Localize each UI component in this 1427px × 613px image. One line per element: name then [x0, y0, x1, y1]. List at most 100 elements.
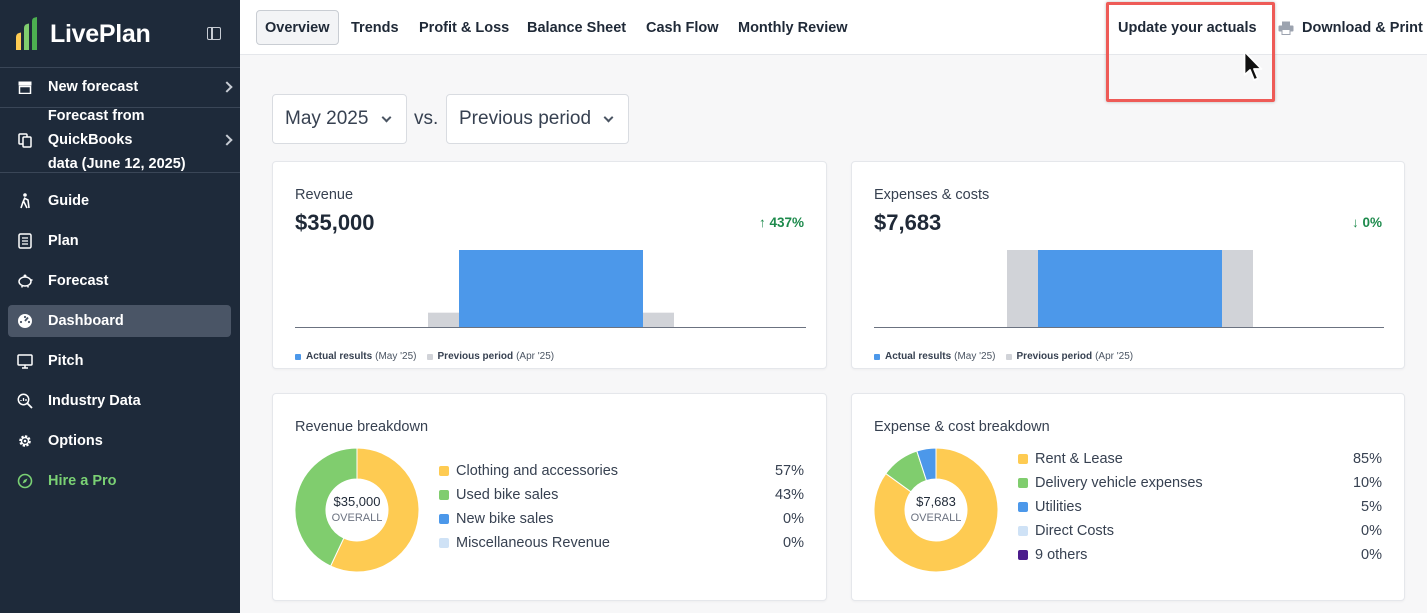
legend-swatch — [439, 538, 449, 548]
update-actuals-button[interactable]: Update your actuals — [1118, 20, 1257, 36]
chevron-down-icon — [603, 112, 614, 123]
legend-actual-period: (May '25) — [954, 351, 996, 362]
tab-monthly-review[interactable]: Monthly Review — [738, 19, 848, 36]
highlight-box — [1106, 2, 1275, 102]
sidebar-item-industry-data[interactable]: Industry Data — [8, 385, 231, 417]
revenue-value: $35,000 — [295, 210, 375, 235]
breakdown-item-percent: 43% — [774, 487, 804, 503]
legend-swatch — [439, 466, 449, 476]
breakdown-item: Utilities — [1018, 499, 1082, 515]
tab-cash-flow[interactable]: Cash Flow — [646, 19, 719, 36]
expenses-legend: Actual results (May '25) Previous period… — [874, 351, 1133, 362]
breakdown-item: New bike sales — [439, 511, 554, 527]
sidebar-item-options[interactable]: Options — [8, 425, 231, 457]
expenses-value: $7,683 — [874, 210, 942, 235]
breakdown-item: Rent & Lease — [1018, 451, 1123, 467]
revenue-breakdown-card: Revenue breakdown $35,000 OVERALL Clothi… — [272, 393, 827, 601]
breakdown-item-label: Clothing and accessories — [456, 463, 619, 479]
hiker-icon — [17, 193, 33, 209]
revenue-title: Revenue — [295, 187, 354, 203]
sidebar-item-label: Plan — [48, 233, 79, 249]
donut-slice — [295, 448, 358, 567]
breakdown-item-label: Delivery vehicle expenses — [1035, 475, 1203, 491]
sidebar-item-label: Guide — [48, 193, 90, 209]
expense-donut-center: $7,683 OVERALL — [896, 494, 976, 524]
period-select[interactable]: May 2025 — [272, 94, 407, 144]
expenses-actual-bar — [1038, 250, 1222, 327]
expenses-bar-chart — [874, 250, 1384, 328]
download-print-label: Download & Print — [1302, 20, 1423, 36]
monitor-icon — [17, 353, 33, 369]
breakdown-item-label: 9 others — [1035, 547, 1088, 563]
legend-actual-label: Actual results — [885, 351, 952, 362]
liveplan-logo[interactable]: LivePlan — [14, 17, 151, 51]
breakdown-item-percent: 0% — [1361, 547, 1382, 563]
logo-text: LivePlan — [50, 19, 151, 48]
legend-swatch-prev — [426, 353, 433, 360]
tab-balance-sheet[interactable]: Balance Sheet — [527, 19, 627, 36]
breakdown-item: 9 others — [1018, 547, 1087, 563]
tab-overview[interactable]: Overview — [256, 10, 339, 45]
revenue-delta: ↑ 437% — [759, 215, 804, 230]
revenue-legend: Actual results (May '25) Previous period… — [295, 351, 554, 362]
donut-center-label: OVERALL — [910, 512, 962, 524]
breakdown-item-percent: 0% — [783, 535, 804, 551]
piggy-bank-icon — [17, 273, 33, 289]
tab-profit-loss[interactable]: Profit & Loss — [419, 19, 510, 36]
expense-breakdown-card: Expense & cost breakdown $7,683 OVERALL … — [851, 393, 1405, 601]
donut-center-value: $35,000 — [333, 494, 381, 509]
expenses-prev-bar-right — [1222, 250, 1253, 327]
sidebar-divider — [0, 107, 240, 108]
sidebar: LivePlan New forecast Forecast from Quic… — [0, 0, 240, 613]
sidebar-item-dashboard[interactable]: Dashboard — [8, 305, 231, 337]
liveplan-logo-icon — [16, 17, 37, 50]
sidebar-item-new-forecast[interactable]: New forecast — [8, 67, 233, 107]
revenue-card: Revenue $35,000 ↑ 437% Actual results (M… — [272, 161, 827, 369]
breakdown-item-percent: 57% — [774, 463, 804, 479]
sidebar-item-plan[interactable]: Plan — [8, 225, 231, 257]
breakdown-item: Used bike sales — [439, 487, 558, 503]
sidebar-item-label: Hire a Pro — [48, 473, 117, 489]
expense-breakdown-title: Expense & cost breakdown — [874, 419, 1050, 435]
sidebar-item-guide[interactable]: Guide — [8, 185, 231, 217]
sidebar-item-hire-a-pro[interactable]: Hire a Pro — [8, 465, 231, 497]
legend-prev-period: (Apr '25) — [1095, 351, 1134, 362]
sidebar-item-pitch[interactable]: Pitch — [8, 345, 231, 377]
sidebar-item-forecast[interactable]: Forecast — [8, 265, 231, 297]
revenue-prev-bar-right — [643, 312, 674, 327]
donut-slice — [916, 448, 937, 482]
revenue-prev-bar — [428, 312, 459, 327]
chevron-right-icon — [221, 81, 233, 93]
breakdown-item-percent: 85% — [1352, 451, 1382, 467]
legend-swatch — [1018, 502, 1028, 512]
sidebar-item-label: Options — [48, 433, 103, 449]
compare-select[interactable]: Previous period — [446, 94, 629, 144]
tab-trends[interactable]: Trends — [351, 19, 399, 36]
breakdown-item-label: Used bike sales — [456, 487, 559, 503]
expense-donut-chart — [874, 448, 998, 572]
legend-swatch — [439, 490, 449, 500]
expenses-prev-bar — [1007, 250, 1038, 327]
gauge-icon — [17, 313, 33, 329]
revenue-breakdown-title: Revenue breakdown — [295, 419, 429, 435]
download-print-button[interactable]: Download & Print — [1278, 20, 1423, 36]
revenue-donut-center: $35,000 OVERALL — [317, 494, 397, 524]
magnify-chart-icon — [17, 393, 33, 409]
printer-icon — [1278, 21, 1294, 35]
revenue-actual-bar — [459, 250, 643, 327]
expenses-delta-value: 0% — [1362, 215, 1382, 230]
sidebar-item-label: Industry Data — [48, 393, 141, 409]
breakdown-item: Miscellaneous Revenue — [439, 535, 610, 551]
legend-swatch — [1018, 526, 1028, 536]
revenue-bar-chart — [295, 250, 806, 328]
breakdown-item-label: Miscellaneous Revenue — [456, 535, 610, 551]
sidebar-item-label: Forecast from QuickBooks — [47, 108, 145, 148]
legend-prev-period: (Apr '25) — [516, 351, 555, 362]
copy-icon — [17, 132, 33, 148]
breakdown-item: Delivery vehicle expenses — [1018, 475, 1203, 491]
sidebar-item-label: Dashboard — [48, 313, 124, 329]
sidebar-item-quickbooks-forecast[interactable]: Forecast from QuickBooks data (June 12, … — [8, 108, 233, 172]
sidebar-collapse-icon[interactable] — [207, 27, 221, 40]
breakdown-item: Clothing and accessories — [439, 463, 618, 479]
breakdown-item-label: Utilities — [1035, 499, 1082, 515]
